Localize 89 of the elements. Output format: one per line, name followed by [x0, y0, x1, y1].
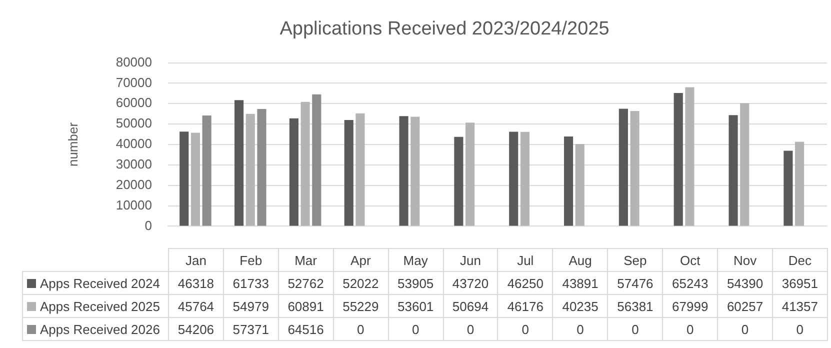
data-label: 36951: [772, 272, 828, 294]
x-tick-label: Mar: [278, 248, 334, 272]
bar: [795, 142, 804, 226]
data-label: 50694: [443, 294, 498, 318]
bar: [740, 103, 750, 226]
data-label: 53905: [388, 272, 444, 294]
bar: [399, 116, 408, 226]
data-label: 57476: [608, 272, 663, 294]
bar: [618, 108, 628, 226]
bar: [289, 118, 298, 226]
bar: [509, 132, 518, 226]
bar: [344, 120, 354, 226]
data-label: 55229: [333, 294, 388, 318]
data-label: 0: [552, 318, 608, 340]
x-tick-label: Aug: [552, 248, 608, 272]
bar: [246, 114, 255, 226]
data-label: 0: [388, 318, 444, 340]
data-label: 46318: [168, 272, 224, 294]
y-tick-label: 0: [144, 218, 152, 233]
data-label: 57371: [223, 318, 278, 340]
bar: [300, 102, 310, 226]
bar: [784, 150, 793, 226]
x-tick-label: Jul: [498, 248, 553, 272]
data-label: 0: [443, 318, 498, 340]
bar: [520, 132, 530, 226]
y-tick-label: 80000: [116, 54, 152, 70]
data-label: 67999: [662, 294, 718, 318]
y-tick-label: 10000: [116, 197, 152, 212]
x-tick-label: Jan: [168, 248, 224, 272]
data-label: 54390: [718, 272, 772, 294]
y-tick-label: 30000: [116, 156, 152, 172]
data-label: 0: [718, 318, 772, 340]
legend-label: Apps Received 2026: [22, 318, 168, 340]
x-tick-label: Jun: [443, 248, 498, 272]
data-label: 43891: [552, 272, 608, 294]
data-label: 52022: [333, 272, 388, 294]
bar: [410, 116, 420, 226]
data-label: 0: [498, 318, 553, 340]
bar: [190, 132, 200, 226]
x-tick-label: Oct: [662, 248, 718, 272]
data-label: 54979: [223, 294, 278, 318]
bar: [564, 136, 574, 226]
data-label: 45764: [168, 294, 224, 318]
data-label: 0: [662, 318, 718, 340]
bar: [454, 136, 464, 226]
data-label: 53601: [388, 294, 444, 318]
x-tick-label: Sep: [608, 248, 663, 272]
data-label: 60891: [278, 294, 334, 318]
data-label: 64516: [278, 318, 334, 340]
data-label: 46176: [498, 294, 553, 318]
chart-title: Applications Received 2023/2024/2025: [280, 18, 610, 40]
data-label: 46250: [498, 272, 553, 294]
bar: [685, 87, 694, 226]
y-tick-label: 50000: [116, 116, 152, 131]
y-tick-label: 40000: [116, 136, 152, 152]
bar: [202, 115, 212, 226]
bar: [575, 144, 584, 226]
data-label: 0: [608, 318, 663, 340]
data-label: 61733: [223, 272, 278, 294]
x-tick-label: May: [388, 248, 444, 272]
legend-label: Apps Received 2025: [22, 294, 168, 318]
data-label: 65243: [662, 272, 718, 294]
y-tick-label: 60000: [116, 95, 152, 110]
legend-label: Apps Received 2024: [22, 272, 168, 294]
bar: [728, 115, 738, 226]
x-tick-label: Nov: [718, 248, 772, 272]
x-tick-label: Apr: [333, 248, 388, 272]
data-label: 52762: [278, 272, 334, 294]
y-axis-title: number: [65, 122, 80, 167]
y-tick-label: 20000: [116, 176, 152, 192]
data-label: 0: [772, 318, 828, 340]
data-label: 40235: [552, 294, 608, 318]
bar: [356, 113, 365, 226]
x-tick-label: Feb: [223, 248, 278, 272]
data-label: 41357: [772, 294, 828, 318]
data-label: 43720: [443, 272, 498, 294]
bar: [312, 94, 322, 226]
bar: [234, 100, 244, 226]
data-label: 56381: [608, 294, 663, 318]
data-label: 60257: [718, 294, 772, 318]
x-tick-label: Dec: [772, 248, 828, 272]
bar: [257, 109, 266, 226]
y-tick-label: 70000: [116, 74, 152, 90]
data-label: 0: [333, 318, 388, 340]
bar: [674, 92, 683, 226]
bar: [180, 132, 189, 226]
bar: [630, 111, 640, 226]
bar: [466, 122, 475, 226]
data-label: 54206: [168, 318, 224, 340]
